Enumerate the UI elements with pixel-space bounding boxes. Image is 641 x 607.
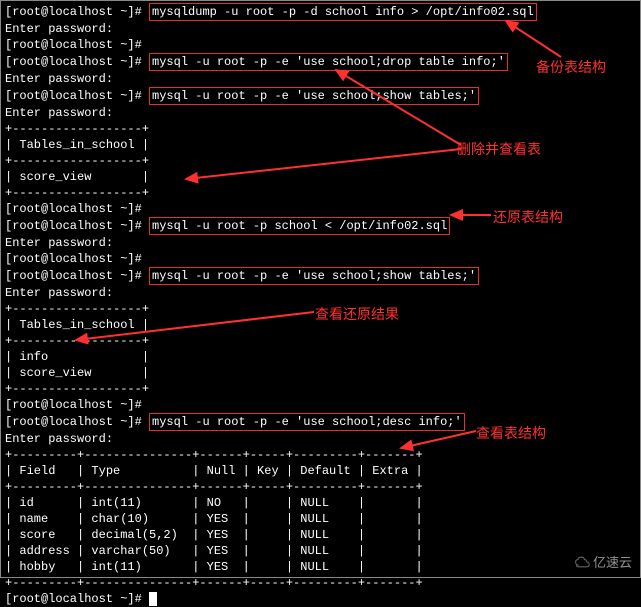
table-border: +------------------+ — [5, 185, 636, 201]
shell-prompt: [root@localhost ~]# — [5, 5, 142, 19]
shell-prompt: [root@localhost ~]# — [5, 415, 142, 429]
shell-prompt: [root@localhost ~]# — [5, 202, 142, 216]
desc-header: | Field | Type | Null | Key | Default | … — [5, 463, 636, 479]
annotation-restore: 还原表结构 — [493, 207, 563, 227]
table-row: | info | — [5, 349, 636, 365]
shell-prompt: [root@localhost ~]# — [5, 219, 142, 233]
table-row: | score_view | — [5, 169, 636, 185]
shell-prompt: [root@localhost ~]# — [5, 38, 142, 52]
desc-border: +---------+---------------+------+-----+… — [5, 447, 636, 463]
cursor — [149, 592, 157, 606]
cmd-drop-table: mysql -u root -p -e 'use school;drop tab… — [149, 53, 508, 71]
desc-row: | hobby | int(11) | YES | | NULL | | — [5, 559, 636, 575]
shell-prompt: [root@localhost ~]# — [5, 592, 142, 606]
table-border: +------------------+ — [5, 121, 636, 137]
table-border: +------------------+ — [5, 381, 636, 397]
cmd-desc-info: mysql -u root -p -e 'use school;desc inf… — [149, 413, 465, 431]
annotation-check-restore: 查看还原结果 — [315, 304, 399, 324]
desc-border: +---------+---------------+------+-----+… — [5, 575, 636, 591]
annotation-drop-show: 删除并查看表 — [457, 139, 541, 159]
shell-prompt: [root@localhost ~]# — [5, 252, 142, 266]
table-border: +------------------+ — [5, 153, 636, 169]
desc-row: | name | char(10) | YES | | NULL | | — [5, 511, 636, 527]
watermark-text: 亿速云 — [593, 552, 632, 571]
table-header: | Tables_in_school | — [5, 137, 636, 153]
shell-prompt: [root@localhost ~]# — [5, 269, 142, 283]
annotation-backup: 备份表结构 — [536, 57, 606, 77]
annotation-desc: 查看表结构 — [476, 423, 546, 443]
shell-prompt: [root@localhost ~]# — [5, 89, 142, 103]
desc-row: | id | int(11) | NO | | NULL | | — [5, 495, 636, 511]
password-prompt: Enter password: — [5, 21, 636, 37]
password-prompt: Enter password: — [5, 105, 636, 121]
cmd-show-tables-2: mysql -u root -p -e 'use school;show tab… — [149, 267, 479, 285]
password-prompt: Enter password: — [5, 235, 636, 251]
cmd-show-tables-1: mysql -u root -p -e 'use school;show tab… — [149, 87, 479, 105]
cmd-restore: mysql -u root -p school < /opt/info02.sq… — [149, 217, 450, 235]
desc-row: | address | varchar(50) | YES | | NULL |… — [5, 543, 636, 559]
watermark: 亿速云 — [574, 552, 632, 571]
cmd-mysqldump: mysqldump -u root -p -d school info > /o… — [149, 3, 537, 21]
shell-prompt: [root@localhost ~]# — [5, 55, 142, 69]
shell-prompt: [root@localhost ~]# — [5, 398, 142, 412]
desc-border: +---------+---------------+------+-----+… — [5, 479, 636, 495]
table-row: | score_view | — [5, 365, 636, 381]
table-border: +------------------+ — [5, 333, 636, 349]
desc-row: | score | decimal(5,2) | YES | | NULL | … — [5, 527, 636, 543]
cloud-icon — [574, 555, 590, 569]
password-prompt: Enter password: — [5, 285, 636, 301]
